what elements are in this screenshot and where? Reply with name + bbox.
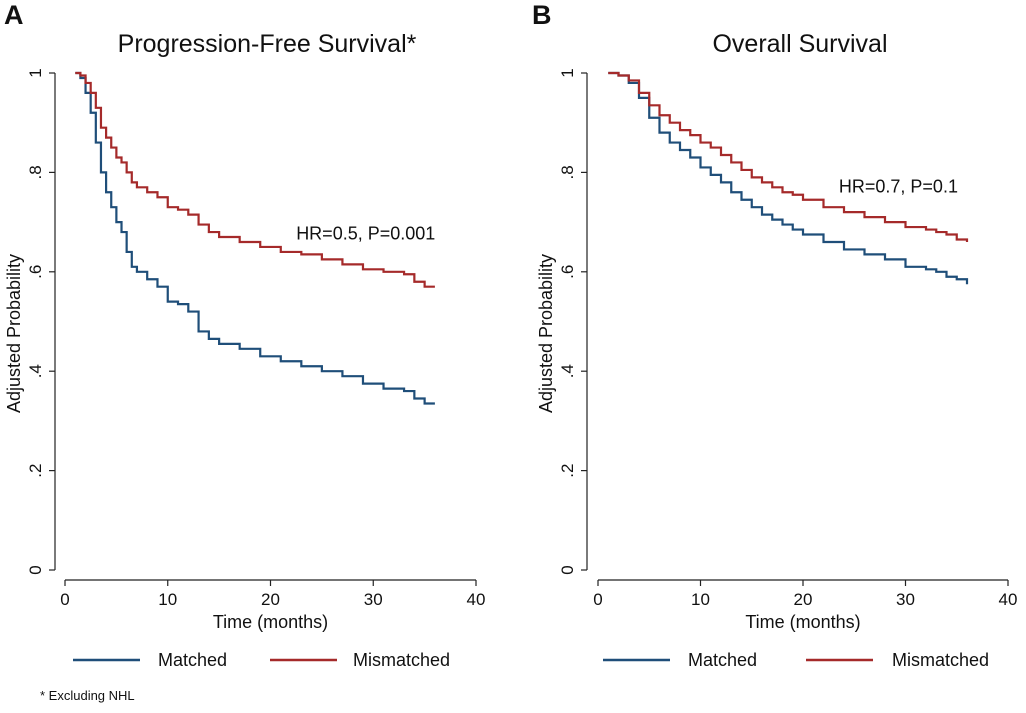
chart1-series-matched-line bbox=[75, 71, 435, 405]
chart2-x-tick-label: 10 bbox=[691, 590, 710, 609]
chart1-title: Progression-Free Survival* bbox=[118, 30, 417, 58]
chart2-y-tick-label: 0 bbox=[558, 565, 577, 574]
chart2-x-axis-label: Time (months) bbox=[745, 612, 860, 632]
chart1-series-mismatched-line bbox=[75, 71, 435, 288]
chart1-y-tick-label: .6 bbox=[26, 265, 45, 279]
chart1-x-tick-label: 30 bbox=[364, 590, 383, 609]
chart2-legend-label-mismatched: Mismatched bbox=[892, 650, 989, 670]
chart1-x-tick-label: 40 bbox=[467, 590, 486, 609]
panel-letter-b: B bbox=[532, 0, 552, 30]
footnote: * Excluding NHL bbox=[40, 688, 135, 703]
chart2-y-axis-label: Adjusted Probability bbox=[536, 254, 556, 413]
chart2-series-mismatched-line bbox=[608, 71, 969, 242]
chart1-x-tick-label: 10 bbox=[158, 590, 177, 609]
chart2-y-tick-label: .2 bbox=[558, 464, 577, 478]
chart1-y-tick-label: 1 bbox=[26, 68, 45, 77]
chart1-y-tick-label: .4 bbox=[26, 364, 45, 378]
chart1-y-tick-label: .2 bbox=[26, 464, 45, 478]
chart2-hr-annotation: HR=0.7, P=0.1 bbox=[839, 176, 958, 196]
chart2-y-tick-label: 1 bbox=[558, 68, 577, 77]
chart2-y-tick-label: .8 bbox=[558, 165, 577, 179]
chart1-legend-label-matched: Matched bbox=[158, 650, 227, 670]
panel-letter-a: A bbox=[4, 0, 24, 30]
chart2-x-tick-label: 40 bbox=[999, 590, 1018, 609]
chart1-y-tick-label: 0 bbox=[26, 565, 45, 574]
chart1-x-axis-label: Time (months) bbox=[213, 612, 328, 632]
chart1-y-tick-label: .8 bbox=[26, 165, 45, 179]
chart1-hr-annotation: HR=0.5, P=0.001 bbox=[296, 223, 435, 243]
chart2-legend-label-matched: Matched bbox=[688, 650, 757, 670]
chart2-x-tick-label: 30 bbox=[896, 590, 915, 609]
chart1-x-tick-label: 20 bbox=[261, 590, 280, 609]
chart2-title: Overall Survival bbox=[712, 30, 887, 58]
chart2-x-tick-label: 20 bbox=[794, 590, 813, 609]
chart2-series-matched-line bbox=[608, 71, 969, 285]
chart2-y-tick-label: .6 bbox=[558, 265, 577, 279]
chart1-y-axis-label: Adjusted Probability bbox=[4, 254, 24, 413]
chart2-x-tick-label: 0 bbox=[593, 590, 602, 609]
chart2-y-tick-label: .4 bbox=[558, 364, 577, 378]
chart1-x-tick-label: 0 bbox=[60, 590, 69, 609]
chart1-legend-label-mismatched: Mismatched bbox=[353, 650, 450, 670]
